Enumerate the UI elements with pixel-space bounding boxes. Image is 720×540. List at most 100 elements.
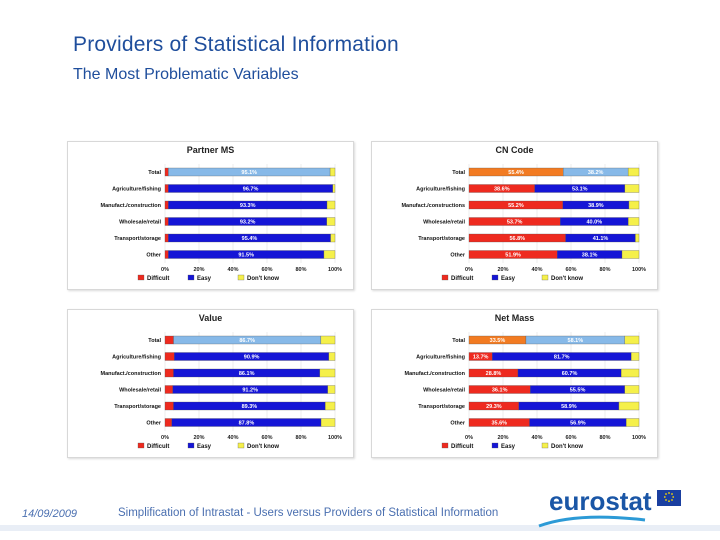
legend-label: Difficult xyxy=(451,276,473,282)
legend-label: Don't know xyxy=(247,444,279,450)
data-label: 91.2% xyxy=(242,388,258,394)
data-label: 90.9% xyxy=(244,355,260,361)
data-label: 95.1% xyxy=(241,170,257,176)
category-label: Total xyxy=(452,170,465,176)
logo-wordmark: eurostat xyxy=(549,486,652,516)
category-label: Other xyxy=(450,253,466,259)
data-label: 93.3% xyxy=(240,203,256,209)
category-label: Total xyxy=(148,338,161,344)
bar-segment-don-t-know xyxy=(624,335,640,345)
bar-segment-difficult xyxy=(164,217,169,226)
x-tick-label: 60% xyxy=(565,435,576,441)
category-label: Wholesale/retail xyxy=(119,220,161,226)
category-label: Other xyxy=(146,253,162,259)
category-label: Other xyxy=(450,421,466,427)
bar-segment-don-t-know xyxy=(329,167,336,177)
x-tick-label: 40% xyxy=(531,435,542,441)
x-tick-label: 40% xyxy=(227,267,238,273)
data-label-difficult: 33.5% xyxy=(490,338,506,344)
data-label-difficult: 29.3% xyxy=(486,404,502,410)
legend-swatch xyxy=(237,442,245,449)
footer-text: Simplification of Intrastat - Users vers… xyxy=(118,507,499,519)
x-tick-label: 80% xyxy=(295,267,306,273)
legend-label: Difficult xyxy=(147,444,169,450)
legend-label: Easy xyxy=(197,444,212,450)
category-label: Transport/storage xyxy=(418,404,465,410)
legend-label: Difficult xyxy=(147,276,169,282)
bar-segment-difficult xyxy=(164,401,174,411)
bar-segment-don-t-know xyxy=(626,418,640,427)
bar-segment-don-t-know xyxy=(631,352,640,361)
x-tick-label: 0% xyxy=(161,435,169,441)
legend-swatch xyxy=(237,274,245,281)
data-label-easy: 41.1% xyxy=(593,236,609,242)
page-title: Providers of Statistical Information xyxy=(73,33,399,56)
category-label: Agriculture/fishing xyxy=(416,355,465,361)
bar-segment-difficult xyxy=(164,368,174,378)
eurostat-logo: eurostat xyxy=(537,484,687,532)
bar-segment-don-t-know xyxy=(320,418,336,427)
category-label: Transport/storage xyxy=(114,404,161,410)
x-tick-label: 40% xyxy=(227,435,238,441)
data-label-difficult: 38.6% xyxy=(494,187,510,193)
x-tick-label: 100% xyxy=(632,267,646,273)
bar-segment-don-t-know xyxy=(330,233,336,243)
bar-segment-don-t-know xyxy=(323,250,336,259)
legend-swatch xyxy=(137,274,145,281)
data-label: 87.8% xyxy=(239,421,255,427)
data-label-difficult: 28.8% xyxy=(486,371,502,377)
bar-segment-don-t-know xyxy=(618,401,640,411)
legend-label: Easy xyxy=(501,276,516,282)
data-label-difficult: 13.7% xyxy=(473,355,489,361)
legend-swatch xyxy=(441,442,449,449)
footer-date: 14/09/2009 xyxy=(22,508,78,520)
bar-segment-difficult xyxy=(164,385,173,394)
legend-swatch xyxy=(541,274,549,281)
legend-swatch xyxy=(491,274,499,281)
data-label-easy: 40.0% xyxy=(586,220,602,226)
data-label: 93.2% xyxy=(240,220,256,226)
category-label: Total xyxy=(148,170,161,176)
category-label: Manufact./construction xyxy=(100,371,161,377)
chart-svg: Net Mass 0% 20% 40% 60% 80% 100% Total 33.5% 58.1… xyxy=(404,313,646,450)
data-label-easy: 38.2% xyxy=(588,170,604,176)
category-label: Manufact./constructions xyxy=(401,203,465,209)
bar-segment-don-t-know xyxy=(319,368,336,378)
legend-swatch xyxy=(187,274,195,281)
x-tick-label: 60% xyxy=(261,267,272,273)
bar-segment-don-t-know xyxy=(621,250,640,259)
data-label: 89.3% xyxy=(242,404,258,410)
bar-segment-difficult xyxy=(164,418,172,427)
bar-segment-don-t-know xyxy=(320,335,336,345)
data-label-difficult: 51.9% xyxy=(505,253,521,259)
eu-flag-icon xyxy=(657,490,681,506)
legend-swatch xyxy=(491,442,499,449)
logo-swoosh-icon xyxy=(538,515,646,528)
bar-segment-don-t-know xyxy=(635,233,640,243)
x-tick-label: 20% xyxy=(497,435,508,441)
legend-swatch xyxy=(187,442,195,449)
bar-segment-don-t-know xyxy=(327,385,336,394)
bar-segment-don-t-know xyxy=(328,352,336,361)
data-label-difficult: 36.1% xyxy=(492,388,508,394)
x-tick-label: 80% xyxy=(295,435,306,441)
category-label: Transport/storage xyxy=(418,236,465,242)
data-label-easy: 38.1% xyxy=(582,253,598,259)
bar-segment-difficult xyxy=(164,335,174,345)
category-label: Wholesale/retail xyxy=(423,220,465,226)
bar-segment-don-t-know xyxy=(624,385,640,394)
data-label-easy: 81.7% xyxy=(554,355,570,361)
x-tick-label: 60% xyxy=(261,435,272,441)
data-label-easy: 58.9% xyxy=(561,404,577,410)
data-label-difficult: 55.4% xyxy=(508,170,524,176)
bar-segment-don-t-know xyxy=(325,401,336,411)
legend-swatch xyxy=(137,442,145,449)
category-label: Wholesale/retail xyxy=(423,388,465,394)
bar-segment-don-t-know xyxy=(628,200,640,210)
bar-segment-difficult xyxy=(164,250,169,259)
data-label-difficult: 56.8% xyxy=(509,236,525,242)
bar-segment-don-t-know xyxy=(326,200,336,210)
x-tick-label: 40% xyxy=(531,267,542,273)
chart-title: Net Mass xyxy=(495,313,535,323)
category-label: Agriculture/fishing xyxy=(416,187,465,193)
